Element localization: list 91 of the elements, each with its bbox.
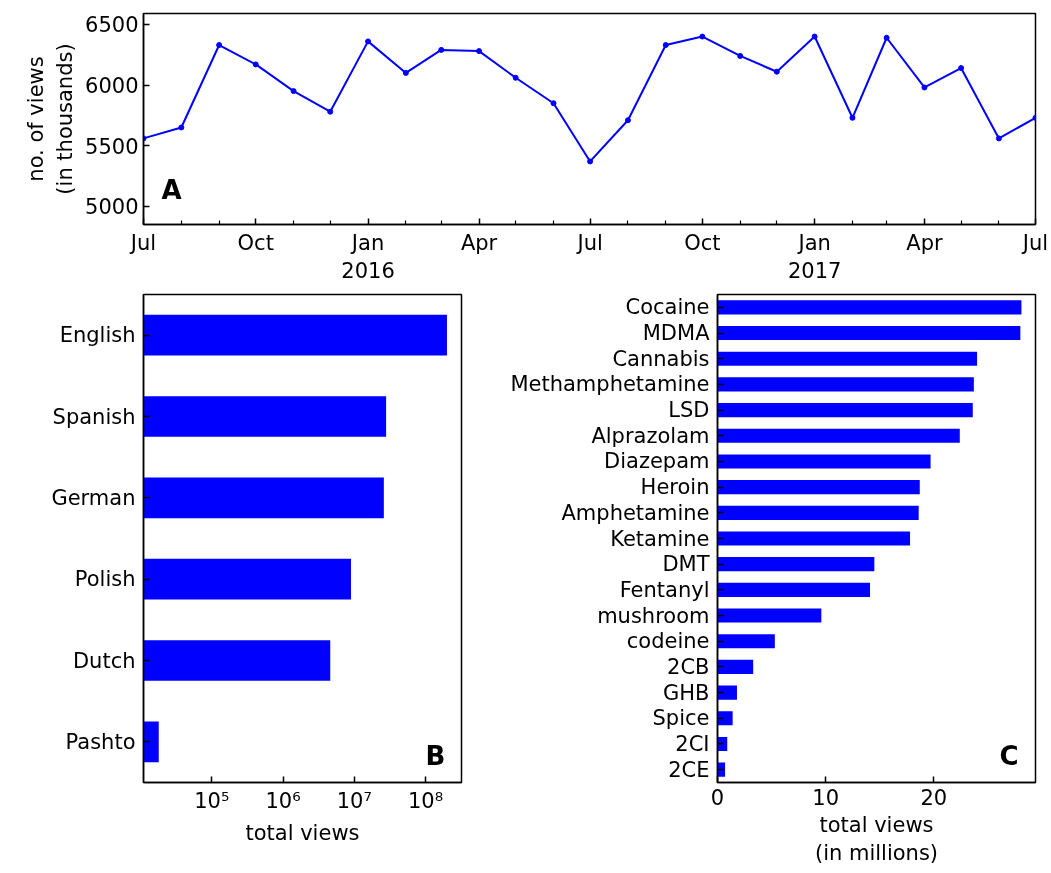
bar — [717, 377, 974, 392]
annotation: B — [425, 740, 446, 771]
annotation: C — [999, 740, 1019, 771]
y-tick-label: MDMA — [642, 321, 711, 346]
x-tick-label: 10⁵ — [194, 788, 230, 813]
bar — [717, 634, 775, 649]
point — [365, 38, 372, 45]
y-tick-label: LSD — [668, 398, 710, 423]
bar — [717, 582, 871, 597]
point — [958, 65, 965, 72]
x-axis-title: total views (in millions) — [814, 812, 939, 866]
point — [327, 108, 334, 115]
point — [402, 69, 409, 76]
x-tick-label: 10 — [812, 785, 840, 810]
x-tick-label: 20 — [920, 785, 948, 810]
y-tick-label: 5000 — [85, 195, 139, 220]
point — [178, 124, 185, 131]
point — [290, 88, 297, 95]
y-tick-label: 6500 — [85, 13, 139, 38]
point — [811, 33, 818, 40]
y-tick-label: Diazepam — [604, 449, 710, 474]
y-tick-label: German — [51, 485, 136, 510]
point — [252, 61, 259, 68]
annotation: A — [161, 174, 182, 205]
y-axis-title: no. of views (in thousands) — [24, 43, 78, 195]
x-tick-label: Jan 2016 — [341, 230, 395, 284]
y-tick-label: 2CI — [675, 731, 710, 756]
point — [624, 117, 631, 124]
point — [921, 84, 928, 91]
y-tick-label: Cannabis — [612, 346, 710, 371]
point — [587, 158, 594, 165]
y-tick-label: Dutch — [72, 648, 136, 673]
y-tick-label: DMT — [662, 552, 710, 577]
y-tick-label: Polish — [74, 567, 136, 592]
bar — [717, 300, 1022, 315]
y-tick-label: 2CE — [668, 757, 710, 782]
y-tick-label: Heroin — [640, 475, 710, 500]
y-tick-label: Cocaine — [625, 295, 710, 320]
bar — [717, 428, 960, 443]
bar — [717, 531, 911, 546]
point — [737, 52, 744, 59]
y-tick-label: Amphetamine — [561, 500, 710, 525]
bar — [717, 325, 1021, 341]
y-tick-label: Alprazolam — [591, 423, 710, 448]
bar — [717, 480, 920, 495]
bar — [717, 454, 931, 469]
x-axis-title: total views — [245, 820, 360, 845]
y-tick-label: 6000 — [85, 74, 139, 99]
bar — [717, 557, 875, 572]
x-tick-label: Jul — [575, 230, 603, 255]
bar — [717, 608, 822, 623]
point — [216, 42, 223, 49]
point — [438, 46, 445, 53]
point — [995, 135, 1002, 142]
y-tick-label: 5500 — [85, 134, 139, 159]
x-tick-label: Jul — [1020, 230, 1049, 255]
y-tick-label: Spanish — [52, 404, 136, 429]
point — [849, 114, 856, 121]
point — [662, 42, 669, 49]
x-tick-label: 0 — [710, 785, 725, 810]
y-tick-label: Ketamine — [610, 526, 710, 551]
point — [476, 48, 483, 55]
point — [512, 74, 519, 81]
y-tick-label: GHB — [663, 680, 710, 705]
y-tick-label: English — [59, 323, 136, 348]
x-tick-label: Apr — [460, 230, 498, 255]
x-tick-label: Jan 2017 — [787, 230, 842, 284]
y-tick-label: Fentanyl — [619, 577, 710, 602]
x-tick-label: Oct — [237, 230, 274, 255]
point — [699, 33, 706, 40]
y-tick-label: 2CB — [667, 654, 710, 679]
bar — [717, 403, 973, 418]
bar — [717, 685, 737, 700]
x-tick-label: 10⁷ — [336, 788, 372, 813]
y-tick-label: mushroom — [597, 603, 710, 628]
point — [883, 34, 890, 41]
y-tick-label: Spice — [652, 706, 710, 731]
x-tick-label: Oct — [684, 230, 721, 255]
y-tick-label: codeine — [626, 629, 710, 654]
bar — [717, 659, 754, 674]
y-tick-label: Pashto — [65, 729, 136, 754]
x-tick-label: Apr — [906, 230, 943, 255]
bar — [717, 711, 733, 726]
point — [773, 68, 780, 75]
x-tick-label: Jul — [128, 230, 157, 255]
bar — [717, 351, 978, 366]
point — [550, 100, 557, 107]
bar — [717, 505, 919, 520]
y-tick-label: Methamphetamine — [510, 372, 710, 397]
x-tick-label: 10⁶ — [265, 788, 301, 813]
x-tick-label: 10⁸ — [407, 788, 444, 813]
